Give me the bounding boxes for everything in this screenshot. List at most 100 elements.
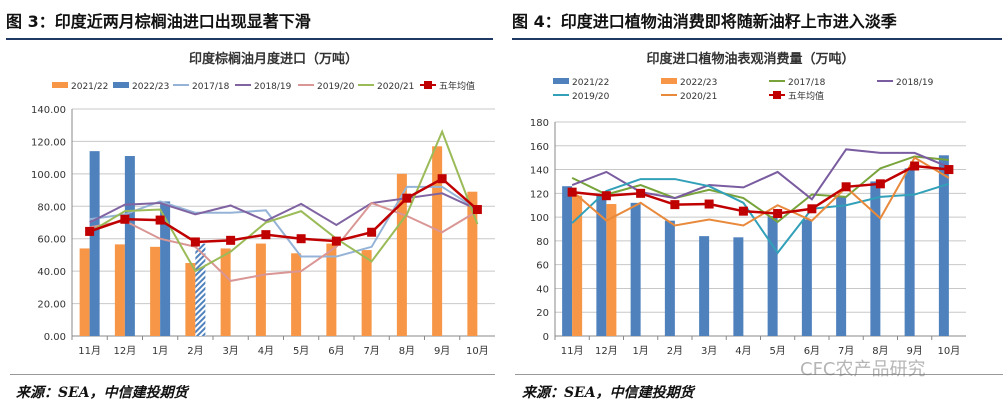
bar-2021-22 (767, 215, 778, 336)
source-right: 来源：SEA，中信建投期货 (522, 385, 694, 401)
avg-marker (226, 235, 236, 245)
bar-2022-23 (89, 151, 100, 336)
avg-marker (670, 200, 680, 210)
x-tick-label: 12月 (114, 345, 137, 357)
bar-2021-22 (396, 173, 407, 336)
avg-marker (331, 236, 341, 246)
bar-2021-22 (185, 263, 196, 336)
y-tick-label: 140 (530, 166, 549, 177)
x-tick-label: 3月 (701, 345, 717, 357)
bar-2021-22 (699, 236, 710, 336)
avg-marker (402, 193, 412, 203)
x-tick-label: 6月 (328, 345, 344, 357)
y-tick-label: 100.00 (31, 170, 66, 181)
line-2019-20 (571, 178, 950, 255)
line-2020-21 (571, 156, 950, 227)
y-tick-label: 60.00 (37, 235, 66, 246)
legend-swatch (553, 78, 569, 84)
bar-2021-22 (114, 244, 125, 336)
legend-label: 2021/22 (572, 78, 609, 88)
bar-2021-22 (467, 191, 478, 336)
divider (515, 374, 1003, 375)
bar-2021-22 (220, 248, 231, 336)
x-tick-label: 11月 (561, 345, 584, 357)
bar-2021-22 (938, 155, 949, 336)
figure-4-heading: 图 4：印度进口植物油消费即将随新油籽上市进入淡季 (512, 8, 1002, 40)
avg-marker (704, 199, 714, 209)
bar-2021-22 (596, 195, 607, 336)
avg-marker (773, 209, 783, 219)
avg-marker (190, 237, 200, 247)
x-tick-label: 5月 (293, 345, 309, 357)
y-tick-label: 60 (536, 261, 549, 272)
x-tick-label: 11月 (78, 345, 101, 357)
source-left: 来源：SEA，中信建投期货 (16, 385, 188, 401)
x-tick-label: 7月 (363, 345, 379, 357)
watermark: CFC农产品研究 (800, 359, 926, 380)
y-tick-label: 140.00 (31, 105, 66, 116)
x-tick-label: 1月 (632, 345, 648, 357)
chart-title: 印度进口植物油表观消费量（万吨） (646, 51, 854, 67)
avg-marker (296, 234, 306, 244)
x-tick-label: 6月 (804, 345, 820, 357)
x-tick-label: 9月 (906, 345, 922, 357)
x-tick-label: 1月 (152, 345, 168, 357)
x-tick-label: 7月 (838, 345, 854, 357)
legend-label: 五年均值 (439, 80, 475, 92)
avg-marker (437, 174, 447, 184)
bar-2021-22 (870, 181, 881, 336)
y-tick-label: 100 (530, 213, 549, 224)
avg-marker (261, 230, 271, 240)
x-tick-label: 9月 (434, 345, 450, 357)
legend-label: 2019/20 (572, 92, 610, 102)
legend-label: 2022/23 (132, 82, 169, 92)
avg-marker (636, 188, 646, 198)
bar-2021-22 (562, 186, 573, 336)
y-tick-label: 40.00 (37, 267, 66, 278)
avg-marker (910, 161, 920, 171)
avg-marker (567, 187, 577, 197)
legend-label: 2018/19 (896, 78, 934, 88)
line-2018-19 (571, 148, 950, 201)
bar-2021-22 (836, 196, 847, 336)
bar-2021-22 (904, 168, 915, 336)
figure-3-heading: 图 3：印度近两月棕榈油进口出现显著下滑 (6, 8, 493, 40)
chart-title: 印度棕榈油月度进口（万吨） (189, 51, 358, 67)
legend-marker (773, 91, 781, 99)
avg-marker (601, 191, 611, 201)
x-tick-label: 10月 (938, 345, 961, 357)
legend-swatch (661, 78, 677, 84)
x-tick-label: 3月 (222, 345, 238, 357)
line-2017-18 (571, 155, 949, 224)
avg-marker (738, 206, 748, 216)
y-tick-label: 0 (543, 332, 549, 343)
legend-label: 2019/20 (317, 82, 355, 92)
bar-2021-22 (79, 248, 90, 336)
avg-marker (85, 226, 95, 236)
legend-label: 2017/18 (192, 82, 230, 92)
bar-2021-22 (150, 246, 161, 336)
y-tick-label: 120.00 (31, 137, 66, 148)
line-五年均值 (571, 164, 950, 215)
y-tick-label: 160 (530, 142, 549, 153)
bar-2021-22 (630, 202, 641, 336)
y-tick-label: 40 (536, 284, 549, 295)
line-五年均值 (89, 177, 479, 244)
legend-label: 2020/21 (377, 82, 414, 92)
bar-2021-22 (733, 237, 744, 336)
avg-marker (472, 205, 482, 215)
bar-2021-22 (432, 146, 443, 336)
bar-2021-22 (801, 219, 812, 336)
bar-2021-22 (664, 220, 675, 336)
x-tick-label: 2月 (667, 345, 683, 357)
x-tick-label: 10月 (466, 345, 489, 357)
x-tick-label: 4月 (735, 345, 751, 357)
y-tick-label: 120 (530, 189, 549, 200)
avg-marker (807, 204, 817, 214)
x-tick-label: 8月 (399, 345, 415, 357)
line-2019-20 (89, 201, 478, 282)
legend-marker (424, 81, 432, 89)
divider (10, 374, 495, 375)
legend-label: 五年均值 (788, 90, 824, 102)
legend-label: 2018/19 (254, 82, 292, 92)
